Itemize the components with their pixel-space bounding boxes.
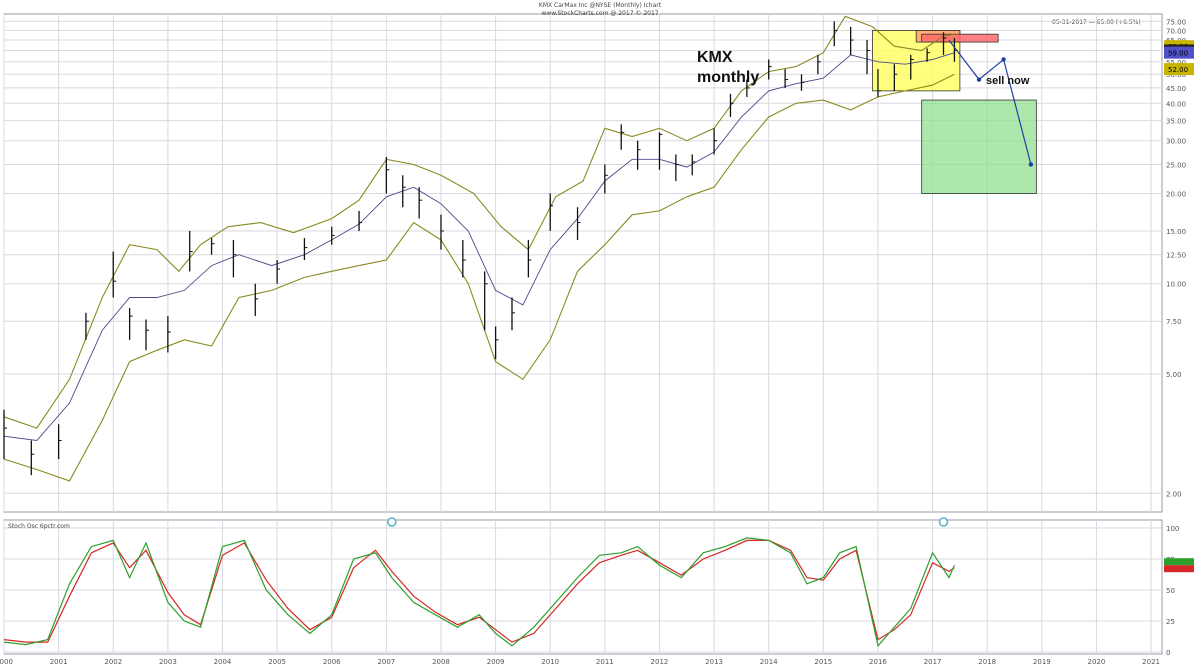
stoch-fast-tag: [1164, 558, 1194, 566]
axis-layer: 2000 2001 2002 2003 2004 2005 2006 2007 2008 2009…: [0, 18, 1194, 666]
x-tick-label: 2007: [377, 658, 395, 666]
upper-bollinger-band: [3, 15, 955, 429]
x-tick-label: 2018: [978, 658, 996, 666]
x-tick-label: 2016: [869, 658, 887, 666]
projection-point: [1028, 162, 1034, 167]
y-tick-label: 55.00: [1166, 59, 1186, 67]
y-tick-label: 45.00: [1166, 85, 1186, 93]
stoch-y-tick-label: 0: [1166, 649, 1170, 657]
stoch-y-tick-label: 100: [1166, 525, 1179, 533]
x-tick-label: 2008: [432, 658, 450, 666]
price-tag: [1164, 63, 1194, 76]
price-panel: [3, 13, 1163, 513]
x-tick-label: 2017: [924, 658, 942, 666]
y-tick-label: 10.00: [1166, 281, 1186, 289]
projection-point: [1001, 57, 1006, 62]
overlay-layer: [872, 30, 1037, 194]
y-tick-label: 35.00: [1166, 118, 1186, 126]
stoch-fast-line: [3, 537, 955, 648]
x-tick-label: 2020: [1088, 658, 1106, 666]
stoch-panel: [3, 519, 1163, 655]
x-tick-label: 2004: [214, 658, 232, 666]
stoch-panel-label: Stoch Osc 6pctr.com: [8, 523, 70, 530]
red-box-sell: [921, 33, 999, 43]
header-subtitle: www.StockCharts.com @ 2017 © 2017: [541, 10, 658, 17]
x-tick-label: 2019: [1033, 658, 1051, 666]
chart-annotation-ticker: KMX: [697, 49, 733, 66]
lower-bollinger-band: [3, 73, 955, 482]
x-tick-label: 2012: [651, 658, 669, 666]
y-tick-label: 70.00: [1166, 27, 1186, 35]
y-tick-label: 75.00: [1166, 18, 1186, 26]
sell-now-label: sell now: [986, 75, 1030, 87]
x-tick-label: 2005: [268, 658, 286, 666]
stoch-slow-line: [3, 539, 955, 643]
projection-path: [948, 39, 1032, 165]
y-tick-label: 2.00: [1166, 490, 1182, 498]
y-tick-label: 30.00: [1166, 138, 1186, 146]
signal-marker: [938, 517, 949, 527]
x-tick-label: 2013: [705, 658, 723, 666]
price-tag-label: 52.00: [1168, 66, 1188, 74]
y-tick-label: 50.00: [1166, 71, 1186, 79]
price-tag: [1164, 46, 1194, 59]
projection-point: [976, 77, 982, 82]
y-tick-label: 7.50: [1166, 318, 1182, 326]
x-tick-label: 2001: [50, 658, 68, 666]
x-tick-label: 2006: [323, 658, 341, 666]
green-target-box: [921, 99, 1037, 194]
x-tick-label: 2009: [487, 658, 505, 666]
x-tick-label: 2000: [0, 658, 13, 666]
signal-marker: [387, 517, 397, 527]
y-tick-label: 25.00: [1166, 161, 1186, 169]
stoch-y-tick-label: 50: [1166, 587, 1175, 595]
chart-annotation-period: monthly: [697, 69, 759, 86]
y-tick-label: 15.00: [1166, 228, 1186, 236]
moving-average-line: [3, 52, 955, 441]
x-tick-label: 2002: [104, 658, 122, 666]
stoch-y-tick-label: 25: [1166, 618, 1175, 626]
series-layer: [3, 15, 1034, 648]
x-tick-label: 2003: [159, 658, 177, 666]
x-tick-label: 2010: [541, 658, 559, 666]
stoch-slow-tag: [1164, 565, 1194, 573]
y-tick-label: 5.00: [1166, 371, 1182, 379]
x-tick-label: 2011: [596, 658, 614, 666]
y-tick-label: 40.00: [1166, 100, 1186, 108]
x-tick-label: 2021: [1142, 658, 1160, 666]
y-tick-label: 20.00: [1166, 191, 1186, 199]
header-title: KMX CarMax Inc @NYSE (Monthly) Ichart: [539, 2, 662, 9]
price-tag-label: 59.00: [1168, 50, 1188, 58]
y-tick-label: 12.50: [1166, 252, 1186, 260]
x-tick-label: 2014: [760, 658, 778, 666]
x-tick-label: 2015: [814, 658, 832, 666]
